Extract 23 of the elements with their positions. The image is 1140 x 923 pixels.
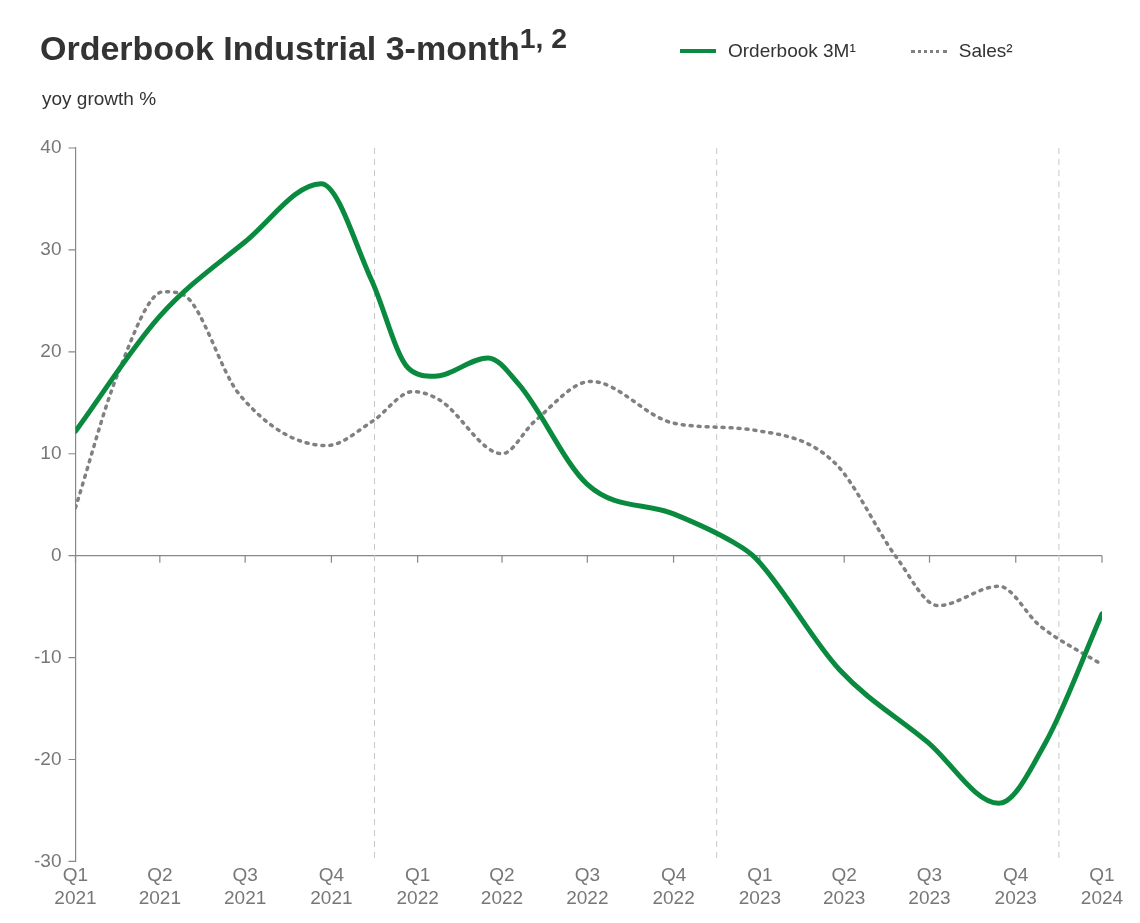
legend-label: Orderbook 3M¹: [728, 40, 856, 62]
x-tick-label: Q2 2021: [138, 864, 181, 908]
x-tick-label: Q2 2023: [823, 864, 866, 908]
x-tick-label: Q3 2023: [908, 864, 951, 908]
chart-title: Orderbook Industrial 3-month$^{1, 2}$: [40, 22, 568, 69]
y-tick-label: -20: [33, 747, 62, 769]
x-tick-label: Q1 2023: [738, 864, 781, 908]
y-tick-label: 0: [50, 543, 62, 565]
y-tick-label: 30: [40, 238, 62, 260]
y-axis-title: yoy growth %: [42, 88, 157, 110]
x-tick-label: Q4 2021: [310, 864, 353, 908]
x-tick-label: Q1 2024: [1080, 864, 1124, 908]
legend-label: Sales²: [958, 40, 1013, 62]
x-tick-label: Q1 2022: [396, 864, 439, 908]
y-tick-label: 10: [40, 441, 62, 463]
x-tick-label: Q3 2021: [224, 864, 267, 908]
y-tick-label: -10: [33, 645, 62, 667]
x-tick-label: Q3 2022: [566, 864, 609, 908]
y-tick-label: 40: [40, 136, 62, 158]
x-tick-label: Q4 2023: [994, 864, 1037, 908]
y-tick-label: 20: [40, 340, 62, 362]
x-tick-label: Q2 2022: [480, 864, 524, 908]
x-tick-label: Q4 2022: [652, 864, 695, 908]
